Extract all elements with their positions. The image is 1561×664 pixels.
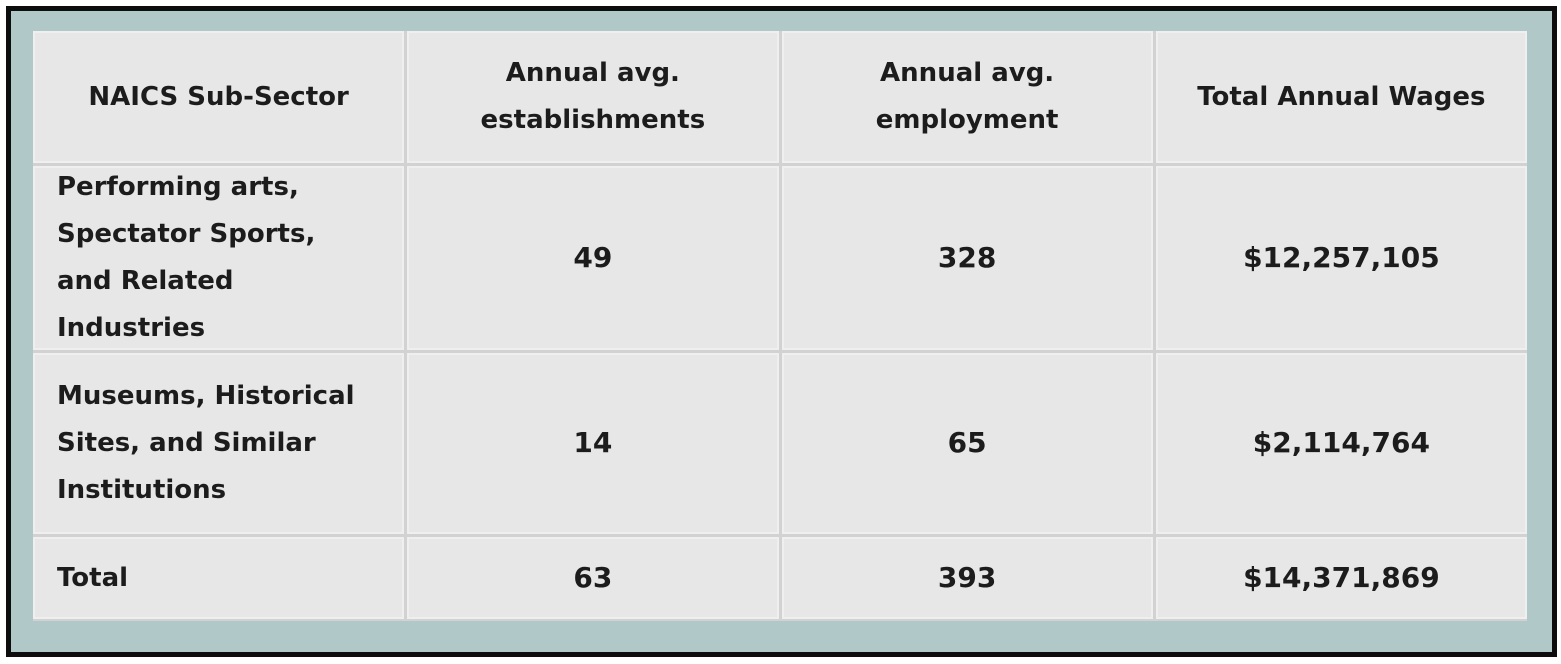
header-cell-annual-avg-employment: Annual avg. employment (781, 31, 1153, 163)
row-performing-arts-wages: $12,257,105 (1155, 166, 1527, 350)
total-row-wages: $14,371,869 (1155, 537, 1527, 619)
header-cell-annual-avg-establishments: Annual avg. establishments (407, 31, 779, 163)
total-row-establishments: 63 (407, 537, 779, 619)
row-performing-arts-establishments: 49 (407, 166, 779, 350)
row-performing-arts-sector: Performing arts, Spectator Sports, and R… (33, 166, 405, 350)
header-cell-naics-sub-sector: NAICS Sub-Sector (33, 31, 405, 163)
naics-wages-table: NAICS Sub-Sector Annual avg. establishme… (33, 31, 1527, 621)
header-cell-total-annual-wages: Total Annual Wages (1155, 31, 1527, 163)
row-performing-arts-employment: 328 (781, 166, 1153, 350)
total-row-employment: 393 (781, 537, 1153, 619)
row-museums-sector: Museums, Historical Sites, and Similar I… (33, 353, 405, 534)
table-frame: NAICS Sub-Sector Annual avg. establishme… (6, 6, 1557, 657)
row-museums-employment: 65 (781, 353, 1153, 534)
total-row-label: Total (33, 537, 405, 619)
row-museums-wages: $2,114,764 (1155, 353, 1527, 534)
row-museums-establishments: 14 (407, 353, 779, 534)
